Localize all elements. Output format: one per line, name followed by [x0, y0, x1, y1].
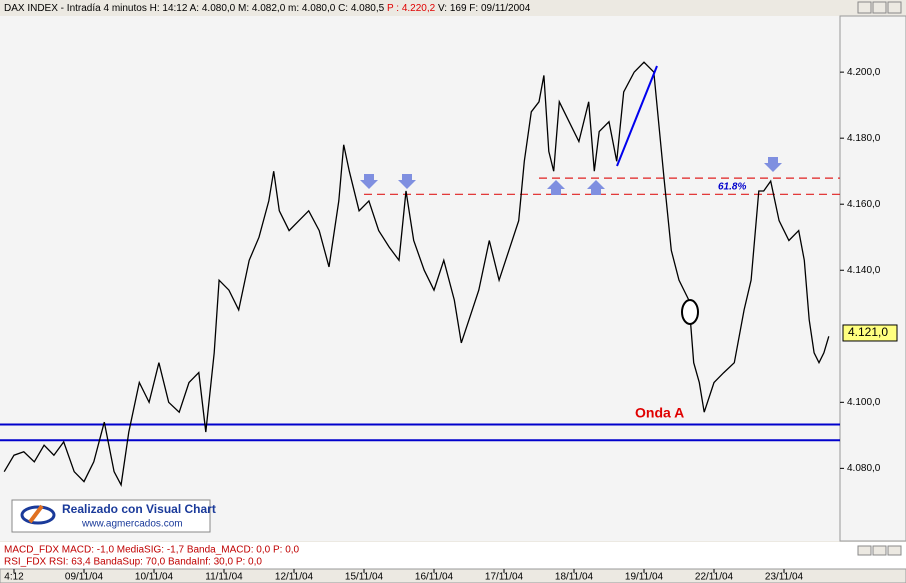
x-tick-label: 10/11/04	[135, 572, 174, 583]
y-tick-label: 4.080,0	[847, 463, 881, 474]
x-tick-label: 18/11/04	[555, 572, 594, 583]
header-tail: V: 169 F: 09/11/2004	[438, 3, 531, 14]
marks: 4.080,0 4.100,0 4.140,0 4.160,0 4.180,0 4.200…	[0, 61, 898, 583]
plot-area	[0, 16, 840, 541]
y-tick-label: 4.180,0	[847, 133, 881, 144]
x-tick-label: 12/11/04	[275, 572, 314, 583]
y-tick-label: 4.200,0	[847, 67, 881, 78]
x-tick-label: 23/11/04	[765, 572, 804, 583]
header-p: P : 4.220,2	[387, 3, 436, 14]
up-arrow	[587, 180, 605, 195]
marker-oval	[681, 299, 699, 325]
x-tick-label: 16/11/04	[415, 572, 454, 583]
logo: Realizado con Visual Chart www.agmercado…	[11, 499, 216, 533]
up-arrow	[547, 180, 565, 195]
logo-title: Realizado con Visual Chart	[62, 502, 216, 516]
last-price-box	[842, 324, 898, 342]
x-tick-label: 15/11/04	[345, 572, 384, 583]
arrows	[360, 157, 782, 195]
down-arrow	[360, 174, 378, 189]
x-tick-label: 19/11/04	[625, 572, 664, 583]
down-arrow	[398, 174, 416, 189]
rsi-info: RSI_FDX RSI: 63,4 BandaSup: 70,0 BandaIn…	[4, 557, 262, 568]
maximize[interactable]	[872, 1, 887, 14]
trend-line	[616, 65, 658, 167]
header-text: DAX INDEX - Intradía 4 minutos H: 14:12 …	[4, 3, 385, 14]
close-panel[interactable]	[887, 545, 902, 556]
price-axis	[839, 15, 906, 542]
x-tick-label: 4:12	[4, 572, 24, 583]
y-tick-label: 4.160,0	[847, 199, 881, 210]
down-arrow	[764, 157, 782, 172]
maximize-panel[interactable]	[872, 545, 887, 556]
macd-info: MACD_FDX MACD: -1,0 MediaSIG: -1,7 Banda…	[4, 545, 300, 556]
logo-icon	[28, 504, 44, 524]
x-tick-label: 22/11/04	[695, 572, 734, 583]
fib-label: 61.8%	[718, 182, 746, 193]
y-tick-label: 4.100,0	[847, 397, 881, 408]
minimize-panel[interactable]	[857, 545, 872, 556]
window-controls	[857, 1, 902, 556]
x-tick-label: 09/11/04	[65, 572, 104, 583]
date-axis	[0, 568, 906, 583]
x-tick-label: 11/11/04	[205, 572, 243, 583]
last-price-label: 4.121,0	[848, 325, 888, 339]
close[interactable]	[887, 1, 902, 14]
logo-icon	[20, 505, 56, 525]
header: DAX INDEX - Intradía 4 minutos H: 14:12 …	[4, 3, 531, 14]
logo-url: www.agmercados.com	[81, 519, 183, 530]
x-tick-label: 17/11/04	[485, 572, 524, 583]
wave-label: Onda A	[635, 405, 684, 421]
price-line	[3, 61, 830, 487]
logo-box	[11, 499, 211, 533]
indicator-panel	[0, 542, 906, 569]
y-tick-label: 4.140,0	[847, 265, 881, 276]
minimize[interactable]	[857, 1, 872, 14]
